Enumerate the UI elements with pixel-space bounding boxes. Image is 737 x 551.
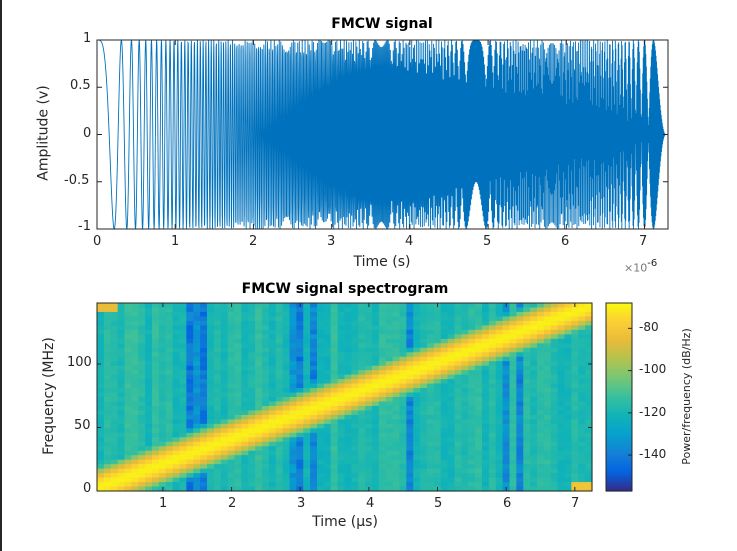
top-plot-title: FMCW signal xyxy=(331,16,433,32)
top-ytick: -0.5 xyxy=(64,173,90,188)
colorbar-tick: -120 xyxy=(639,405,667,419)
bot-xtick: 7 xyxy=(571,496,580,511)
colorbar-tick: -100 xyxy=(639,362,667,376)
bot-xtick: 1 xyxy=(159,496,168,511)
bot-xtick: 3 xyxy=(297,496,306,511)
top-ytick: 1 xyxy=(83,31,92,46)
bot-xtick: 5 xyxy=(434,496,443,511)
bot-ytick: 0 xyxy=(83,481,92,496)
spectrogram-y-axis-label: Frequency (MHz) xyxy=(40,337,57,455)
bot-xtick: 4 xyxy=(366,496,375,511)
top-xtick: 4 xyxy=(405,234,414,249)
top-xtick: 3 xyxy=(327,234,336,249)
spectrogram-title: FMCW signal spectrogram xyxy=(241,281,449,297)
bot-ytick: 100 xyxy=(67,355,92,370)
top-xtick: 6 xyxy=(561,234,570,249)
top-x-axis-label: Time (s) xyxy=(353,254,411,270)
top-xtick: 7 xyxy=(639,234,648,249)
colorbar-label: Power/frequency (dB/Hz) xyxy=(679,328,693,465)
x-exponent-label: ×10-6 xyxy=(624,258,658,275)
bot-xtick: 2 xyxy=(228,496,237,511)
top-xtick: 2 xyxy=(249,234,258,249)
colorbar-tick: -80 xyxy=(639,320,659,334)
bot-xtick: 6 xyxy=(503,496,512,511)
top-xtick: 5 xyxy=(483,234,492,249)
top-ytick: 0 xyxy=(83,126,92,141)
top-xtick: 1 xyxy=(171,234,180,249)
top-xtick: 0 xyxy=(93,234,102,249)
top-y-axis-label: Amplitude (v) xyxy=(35,85,52,181)
window-edge xyxy=(0,0,2,551)
top-ytick: 0.5 xyxy=(70,78,91,93)
top-ytick: -1 xyxy=(78,219,91,234)
spectrogram-x-axis-label: Time (µs) xyxy=(312,514,378,530)
colorbar-tick: -140 xyxy=(639,447,667,461)
bot-ytick: 50 xyxy=(74,418,91,433)
